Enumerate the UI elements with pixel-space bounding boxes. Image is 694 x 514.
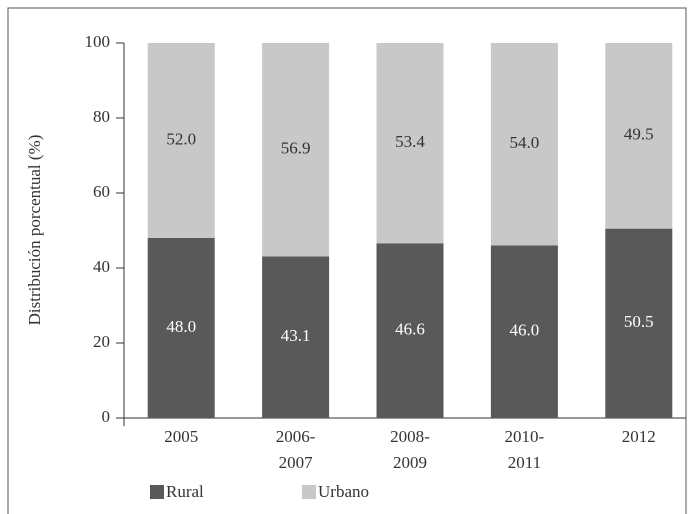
- bar-segment: [490, 43, 558, 246]
- bar-segment: [262, 256, 330, 418]
- x-tick-label: 2008-2009: [390, 427, 430, 472]
- y-tick-label: 40: [93, 257, 110, 276]
- x-tick-label: 2006-2007: [275, 427, 316, 472]
- value-label: 53.4: [395, 132, 425, 151]
- value-label: 54.0: [510, 133, 540, 152]
- frame: [7, 7, 687, 514]
- y-axis-title: Distribución porcentual (%): [25, 135, 44, 326]
- x-tick-label: 2010-2011: [504, 427, 545, 472]
- bar-segment: [605, 228, 673, 418]
- y-tick-label: 80: [93, 107, 110, 126]
- legend-swatch: [302, 485, 316, 499]
- value-label: 43.1: [281, 326, 311, 345]
- value-label: 52.0: [166, 129, 196, 148]
- value-label: 48.0: [166, 317, 196, 336]
- bar-segment: [490, 245, 558, 418]
- bar-segment: [262, 43, 330, 257]
- legend-swatch: [150, 485, 164, 499]
- legend-label: Urbano: [318, 482, 369, 501]
- bar-segment: [376, 243, 444, 418]
- bar-segment: [605, 43, 673, 229]
- y-tick-label: 60: [93, 182, 110, 201]
- y-tick-label: 0: [102, 407, 111, 426]
- x-tick-label: 2005: [164, 427, 199, 446]
- value-label: 50.5: [624, 312, 654, 331]
- y-tick-label: 20: [93, 332, 110, 351]
- value-label: 49.5: [624, 125, 654, 144]
- value-label: 46.0: [510, 321, 540, 340]
- y-tick-label: 100: [85, 32, 111, 51]
- value-label: 46.6: [395, 320, 425, 339]
- legend-label: Rural: [166, 482, 204, 501]
- bar-segment: [147, 238, 215, 418]
- bar-segment: [147, 43, 215, 238]
- x-tick-label: 2012: [621, 427, 656, 446]
- bar-segment: [376, 43, 444, 244]
- value-label: 56.9: [281, 139, 311, 158]
